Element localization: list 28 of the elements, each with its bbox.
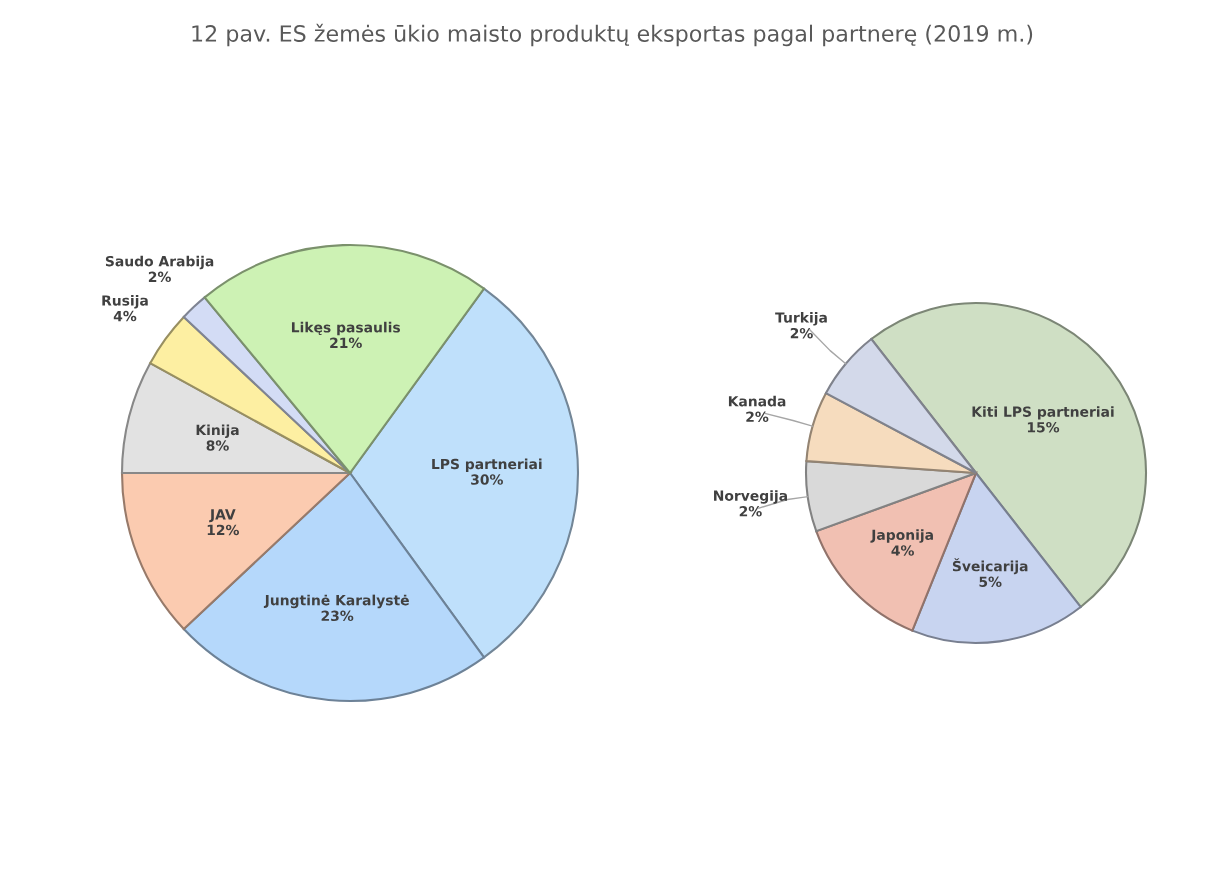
data-label: 23% — [321, 610, 354, 622]
slice-label: Jungtinė Karalystė — [263, 594, 409, 609]
data-label: 2% — [790, 327, 813, 339]
slice-label: Kanada — [728, 395, 786, 407]
data-label: 2% — [148, 271, 171, 283]
data-label: 4% — [113, 310, 137, 322]
data-label: 4% — [891, 545, 914, 556]
data-label: 2% — [739, 506, 762, 517]
data-label: 2% — [746, 411, 769, 423]
slice-label: Rusija — [102, 294, 148, 309]
slice-label: Norvegija — [714, 490, 787, 504]
pie-slice — [870, 301, 1148, 608]
data-label: 21% — [330, 337, 362, 349]
slice-label: JAV — [209, 509, 236, 523]
slice-label: Kinija — [196, 424, 239, 438]
data-label: 5% — [979, 576, 1002, 588]
slice-label: Japonija — [870, 529, 933, 543]
slice-label: Turkija — [775, 312, 827, 326]
slice-label: Šveicarija — [952, 558, 1028, 575]
chart-title: 12 pav. ES žemės ūkio maisto produktų eksportas pagal partnerę (2019 m.) — [192, 23, 1033, 47]
data-label: 30% — [471, 474, 503, 485]
slice-label: Saudo Arabija — [105, 255, 214, 270]
data-label: 8% — [206, 440, 229, 451]
data-label: 15% — [1027, 421, 1060, 433]
data-label: 12% — [207, 524, 239, 536]
slice-label: Likęs pasaulis — [291, 321, 401, 336]
slice-label: Kiti LPS partneriai — [972, 406, 1114, 420]
slice-label: LPS partneriai — [432, 458, 542, 472]
